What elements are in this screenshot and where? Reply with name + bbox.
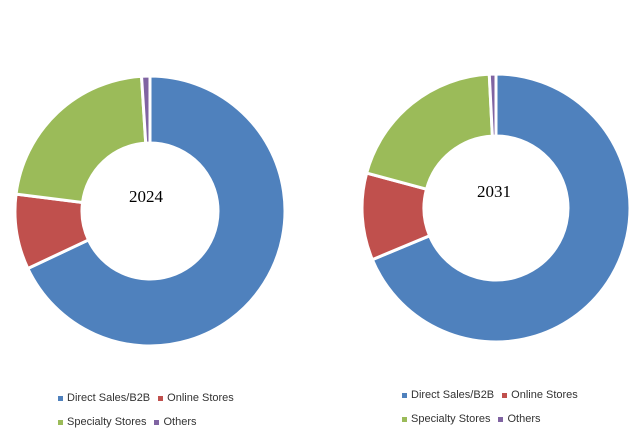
legend-item-online-stores: Online Stores (158, 392, 234, 404)
legend-swatch-others (498, 416, 504, 422)
legend-label-others: Others (507, 413, 541, 425)
donut-chart-2024 (13, 74, 287, 348)
slice-direct-sales-b2b-2031 (370, 72, 632, 344)
donut-chart-2031 (360, 72, 632, 344)
slice-specialty-stores-2031 (364, 72, 494, 192)
legend-item-online-stores: Online Stores (502, 389, 578, 401)
legend-swatch-specialty-stores (58, 419, 63, 425)
legend-label-others: Others (163, 416, 197, 428)
legend-2024: Direct Sales/B2B Online Stores Specialty… (58, 391, 242, 439)
legend-item-direct-sales: Direct Sales/B2B (402, 389, 494, 401)
legend-row: Specialty Stores Others (58, 415, 242, 429)
legend-item-others: Others (498, 413, 541, 425)
legend-swatch-direct-sales (58, 395, 63, 401)
slice-others-2024 (139, 74, 152, 145)
legend-item-specialty-stores: Specialty Stores (402, 413, 490, 425)
legend-label-direct-sales: Direct Sales/B2B (67, 392, 151, 404)
legend-swatch-direct-sales (402, 392, 407, 398)
slice-direct-sales-b2b-2024 (25, 74, 287, 348)
legend-item-direct-sales: Direct Sales/B2B (58, 392, 150, 404)
legend-row: Direct Sales/B2B Online Stores (58, 391, 242, 405)
center-label-2024: 2024 (129, 187, 164, 206)
slice-specialty-stores-2024 (14, 74, 148, 205)
legend-swatch-online-stores (502, 392, 508, 398)
slice-others-2031 (487, 72, 498, 138)
center-label-2031: 2031 (477, 182, 511, 201)
legend-swatch-specialty-stores (402, 416, 407, 422)
legend-label-specialty-stores: Specialty Stores (67, 416, 147, 428)
legend-swatch-online-stores (158, 395, 164, 401)
legend-item-others: Others (154, 416, 197, 428)
legend-label-specialty-stores: Specialty Stores (411, 413, 491, 425)
legend-label-direct-sales: Direct Sales/B2B (411, 389, 495, 401)
legend-item-specialty-stores: Specialty Stores (58, 416, 146, 428)
legend-row: Direct Sales/B2B Online Stores (402, 388, 586, 402)
legend-label-online-stores: Online Stores (511, 389, 578, 401)
legend-label-online-stores: Online Stores (167, 392, 234, 404)
legend-row: Specialty Stores Others (402, 412, 586, 426)
legend-swatch-others (154, 419, 160, 425)
legend-2031: Direct Sales/B2B Online Stores Specialty… (402, 388, 586, 436)
